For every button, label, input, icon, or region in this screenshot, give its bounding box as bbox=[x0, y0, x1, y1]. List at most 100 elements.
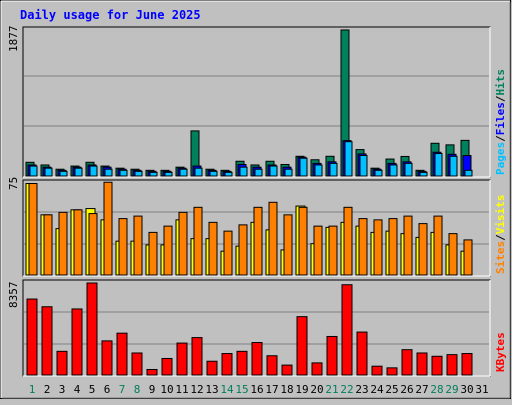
kbytes-bar bbox=[221, 353, 233, 376]
legend-separator: / bbox=[494, 234, 507, 241]
day-label: 20 bbox=[310, 383, 323, 396]
kbytes-bar bbox=[86, 282, 98, 376]
legend-files: Files bbox=[494, 102, 507, 135]
sites-bar bbox=[223, 230, 233, 276]
legend-visits: Visits bbox=[494, 195, 507, 235]
pages-bar bbox=[89, 165, 98, 177]
pages-bar bbox=[119, 169, 128, 177]
day-label: 1 bbox=[29, 383, 36, 396]
day-label: 4 bbox=[74, 383, 81, 396]
sites-bar bbox=[88, 213, 98, 276]
kbytes-bar bbox=[26, 298, 38, 376]
pages-bar bbox=[104, 168, 113, 177]
pages-bar bbox=[194, 167, 203, 177]
pages-bar bbox=[209, 170, 218, 177]
day-label: 2 bbox=[44, 383, 51, 396]
kbytes-bar bbox=[176, 342, 188, 376]
sites-bar bbox=[418, 223, 428, 276]
sites-bar bbox=[268, 201, 278, 276]
hits-files-pages-panel: 1877 Pages/Files/Hits bbox=[7, 26, 507, 178]
pages-bar bbox=[314, 164, 323, 177]
legend-kbytes: KBytes bbox=[494, 332, 507, 372]
pages-bar bbox=[449, 155, 458, 177]
kbytes-bar bbox=[116, 332, 128, 376]
hits-files-pages-bars bbox=[25, 29, 473, 177]
legend-visits-sites: Sites/Visits bbox=[494, 195, 507, 275]
kbytes-bar bbox=[236, 350, 248, 376]
kbytes-bar bbox=[431, 355, 443, 376]
day-label: 13 bbox=[205, 383, 218, 396]
pages-bar bbox=[179, 168, 188, 177]
pages-bar bbox=[29, 165, 38, 177]
sites-bar bbox=[388, 218, 398, 276]
day-label: 27 bbox=[415, 383, 428, 396]
sites-bar bbox=[448, 233, 458, 276]
pages-bar bbox=[134, 170, 143, 177]
kbytes-bar bbox=[296, 316, 308, 376]
day-label: 9 bbox=[149, 383, 156, 396]
ymax-label-hits: 1877 bbox=[7, 26, 20, 53]
day-label: 15 bbox=[235, 383, 248, 396]
pages-bar bbox=[419, 171, 428, 177]
sites-bar bbox=[58, 211, 68, 276]
kbytes-bar bbox=[371, 365, 383, 376]
pages-bar bbox=[344, 141, 353, 177]
kbytes-bar bbox=[461, 353, 473, 376]
sites-bar bbox=[283, 214, 293, 276]
sites-bar bbox=[133, 215, 143, 276]
legend-separator: / bbox=[494, 135, 507, 142]
pages-bar bbox=[404, 162, 413, 177]
chart-title: Daily usage for June 2025 bbox=[20, 8, 201, 22]
sites-bar bbox=[343, 206, 353, 276]
sites-bar bbox=[43, 214, 53, 276]
day-label: 30 bbox=[460, 383, 473, 396]
pages-bar bbox=[44, 167, 53, 177]
day-label: 22 bbox=[340, 383, 353, 396]
sites-bar bbox=[163, 225, 173, 276]
day-label: 7 bbox=[119, 383, 126, 396]
sites-bar bbox=[373, 219, 383, 276]
day-label: 18 bbox=[280, 383, 293, 396]
kbytes-bar bbox=[326, 335, 338, 376]
pages-bar bbox=[284, 168, 293, 177]
legend-pages: Pages bbox=[494, 142, 507, 175]
sites-bar bbox=[73, 209, 83, 276]
kbytes-bar bbox=[41, 306, 53, 376]
kbytes-bar bbox=[131, 352, 143, 376]
day-label: 11 bbox=[175, 383, 188, 396]
day-label: 19 bbox=[295, 383, 308, 396]
day-label: 23 bbox=[355, 383, 368, 396]
ymax-label-visits: 75 bbox=[7, 177, 20, 190]
kbytes-bars bbox=[26, 282, 473, 376]
day-label: 17 bbox=[265, 383, 278, 396]
kbytes-bar bbox=[56, 350, 68, 376]
day-labels: 1 2 3 4 5 6 7 8 9 10 11 12 13 14 15 16 17 18 19 20 21 22 23 24 2… bbox=[29, 383, 489, 396]
legend-separator: / bbox=[494, 95, 507, 102]
sites-bar bbox=[103, 181, 113, 276]
legend-hits: Hits bbox=[494, 69, 507, 96]
kbytes-bar bbox=[146, 368, 158, 376]
day-label: 26 bbox=[400, 383, 413, 396]
day-label: 25 bbox=[385, 383, 398, 396]
day-label: 14 bbox=[220, 383, 234, 396]
kbytes-bar bbox=[386, 367, 398, 376]
pages-bar bbox=[239, 166, 248, 177]
pages-bar bbox=[464, 169, 473, 177]
sites-bar bbox=[403, 215, 413, 276]
pages-bar bbox=[164, 171, 173, 177]
pages-bar bbox=[224, 171, 233, 177]
kbytes-bar bbox=[266, 355, 278, 376]
kbytes-panel: 8357 KBytes bbox=[7, 279, 507, 377]
visits-sites-panel: 75 Sites/Visits bbox=[7, 177, 507, 277]
pages-bar bbox=[254, 168, 263, 177]
pages-bar bbox=[359, 154, 368, 177]
sites-bar bbox=[178, 211, 188, 276]
day-label: 5 bbox=[89, 383, 96, 396]
kbytes-bar bbox=[401, 349, 413, 376]
ymax-label-kbytes: 8357 bbox=[7, 282, 20, 309]
sites-bar bbox=[118, 218, 128, 276]
kbytes-bar bbox=[281, 364, 293, 376]
sites-bar bbox=[238, 224, 248, 276]
sites-bar bbox=[433, 215, 443, 276]
